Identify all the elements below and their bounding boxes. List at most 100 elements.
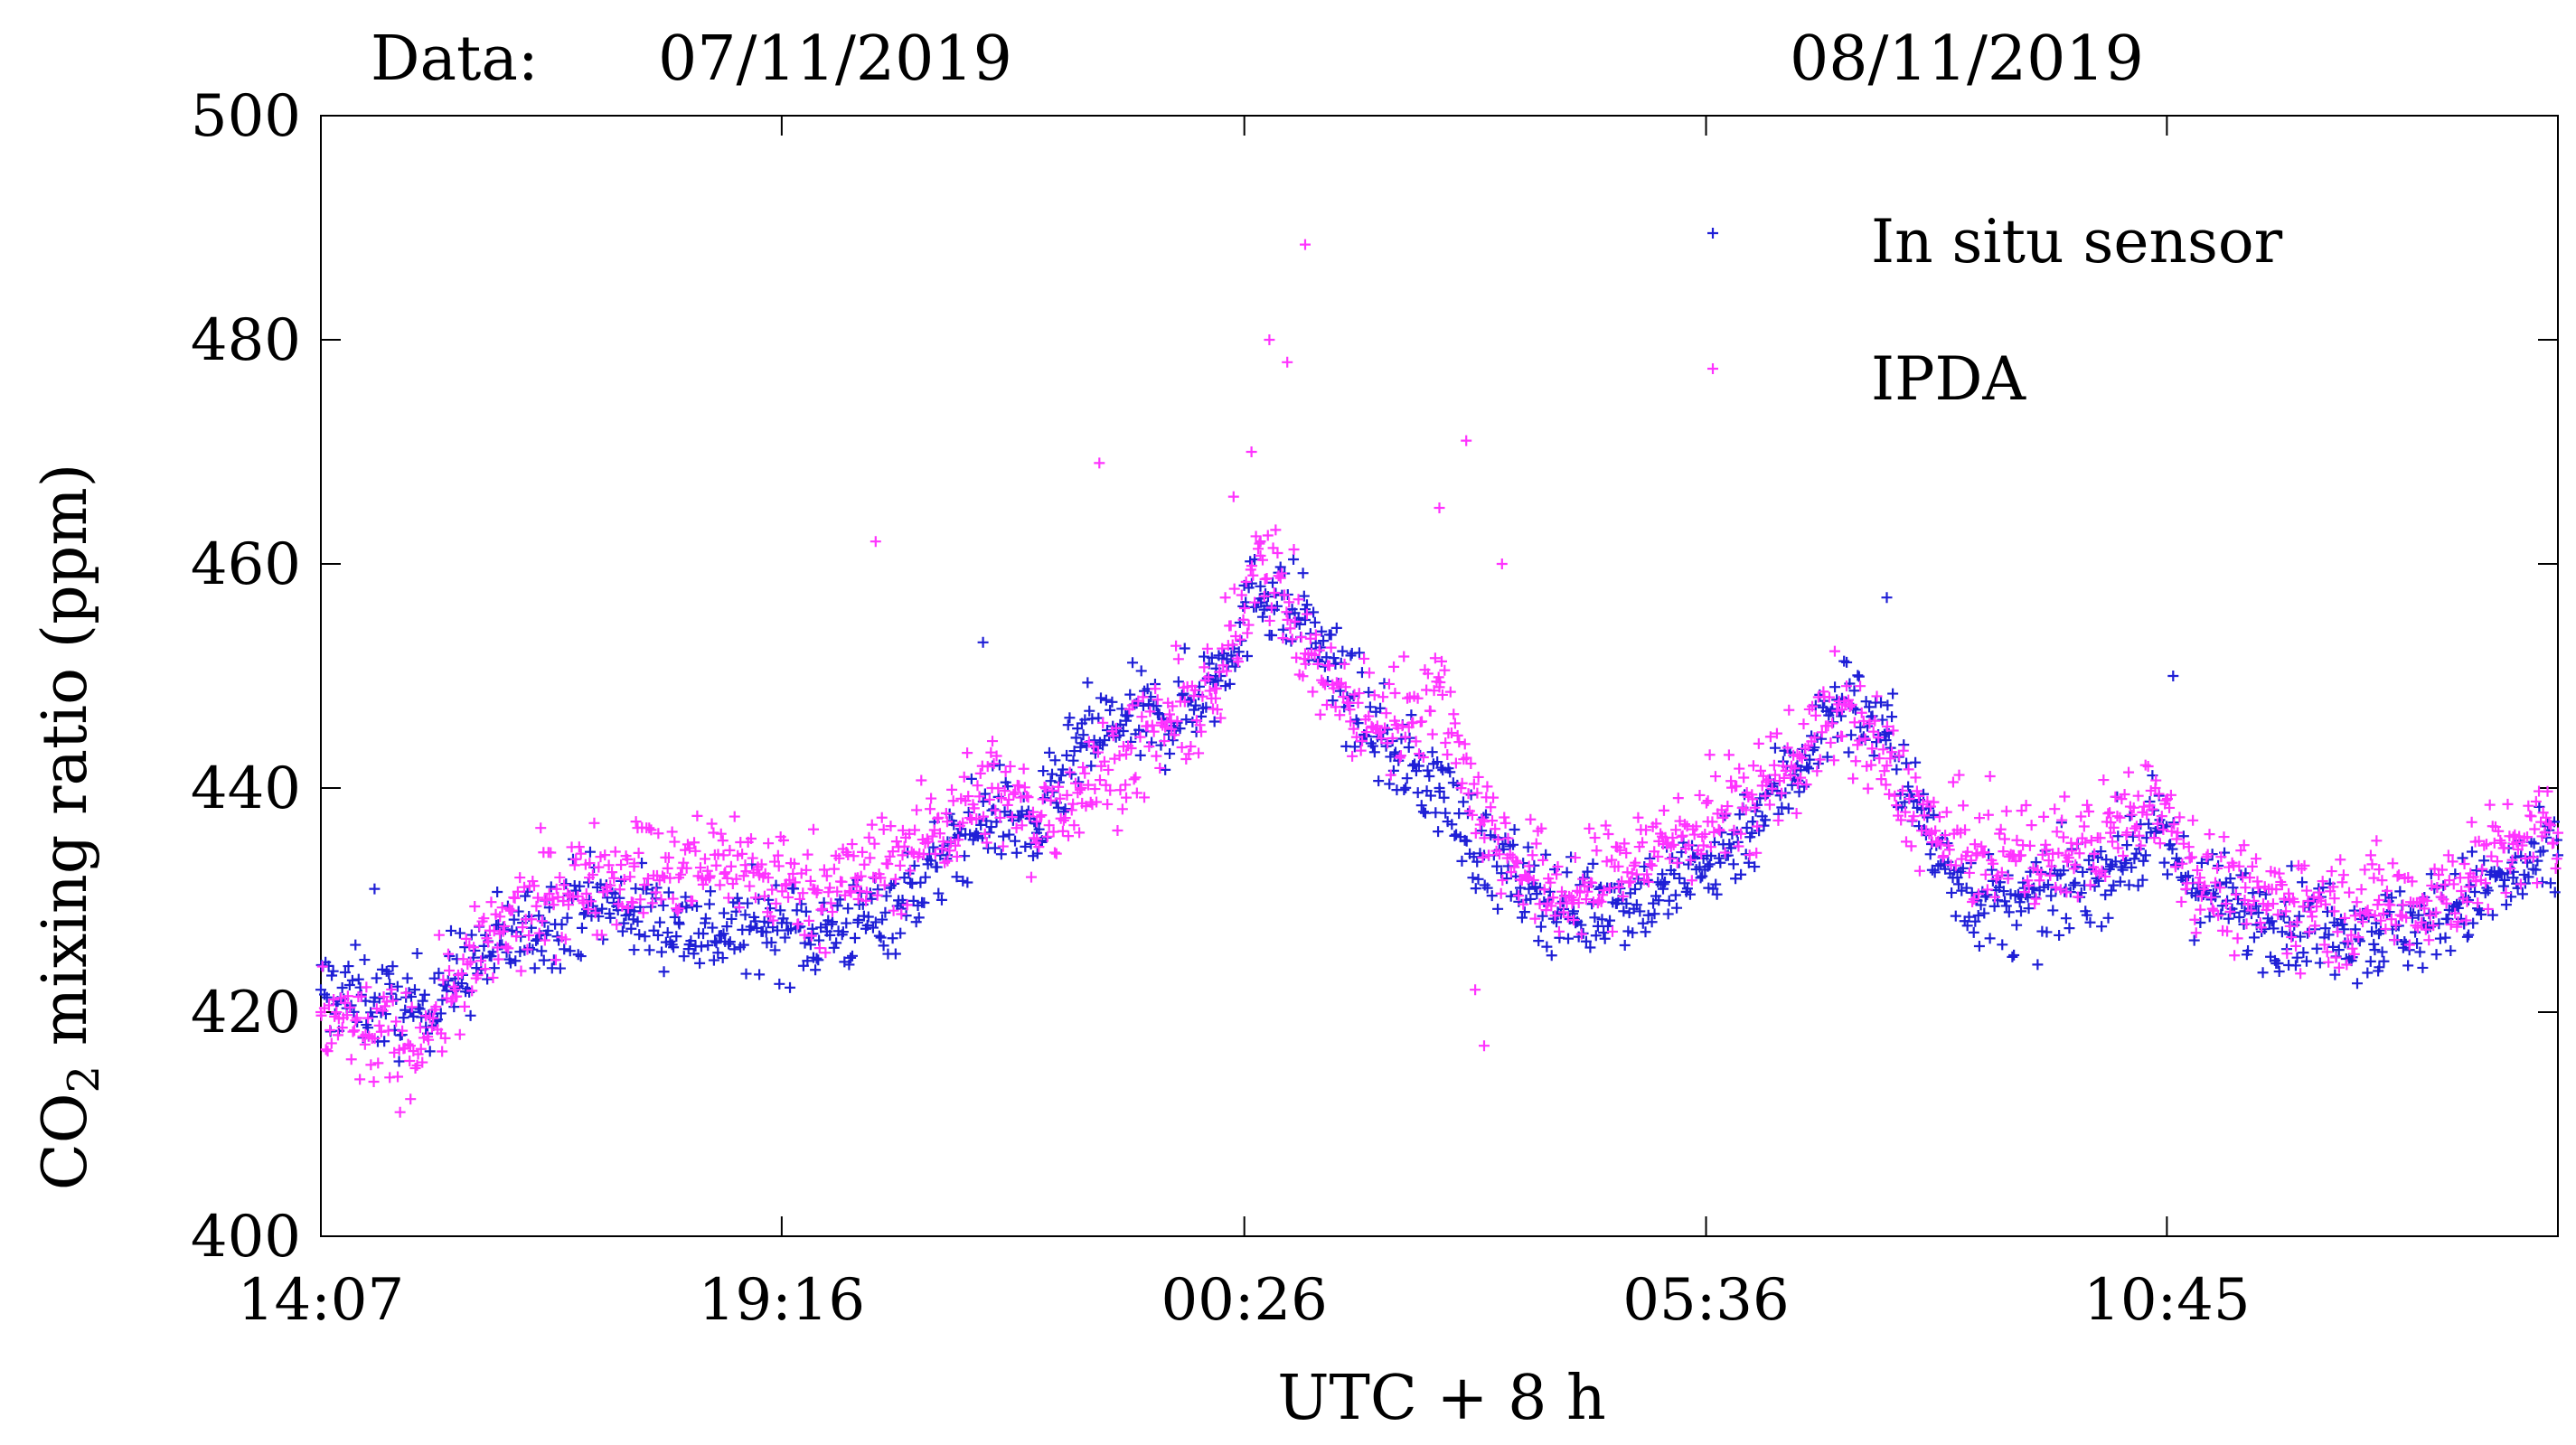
ipda-point: [2495, 834, 2506, 846]
ipda-point: [1355, 745, 1367, 756]
in-situ-point: [1669, 889, 1681, 901]
in-situ-point: [915, 877, 926, 888]
ipda-point: [1697, 840, 1709, 851]
ipda-point: [1258, 590, 1270, 602]
ipda-point: [2071, 838, 2082, 849]
ipda-point: [1617, 890, 1629, 902]
ipda-point: [1791, 748, 1803, 760]
ipda-point: [1353, 688, 1365, 699]
ipda-point: [1456, 777, 1468, 789]
in-situ-point: [605, 912, 616, 924]
ipda-point: [1859, 733, 1871, 745]
ipda-point: [1753, 737, 1764, 749]
ipda-point: [2050, 881, 2062, 893]
ipda-point: [1193, 747, 1205, 759]
ipda-point: [1471, 787, 1483, 799]
ipda-point: [545, 847, 557, 859]
ipda-point: [2308, 891, 2319, 903]
ipda-point: [2218, 831, 2230, 843]
in-situ-point: [1621, 897, 1632, 909]
in-situ-point: [1206, 652, 1217, 663]
y-tick-label: 460: [191, 531, 301, 598]
in-situ-point: [2440, 932, 2451, 943]
in-situ-point: [1456, 855, 1468, 867]
ipda-point: [942, 855, 954, 867]
in-situ-point: [2482, 885, 2494, 896]
ipda-point: [1452, 729, 1463, 741]
ipda-point: [404, 1056, 416, 1066]
ipda-point: [2417, 893, 2429, 905]
in-situ-point: [1364, 701, 1376, 713]
ipda-point: [2070, 859, 2082, 870]
in-situ-point: [2129, 853, 2140, 865]
ipda-point: [2342, 935, 2354, 947]
ipda-point: [1159, 736, 1170, 747]
ipda-point: [1074, 827, 1086, 839]
ipda-point: [1121, 748, 1132, 760]
ipda-point: [2138, 801, 2149, 812]
in-situ-point: [1384, 778, 1396, 790]
ipda-point: [653, 828, 664, 840]
ipda-point: [983, 793, 995, 805]
in-situ-point: [775, 905, 786, 916]
ipda-point: [2141, 809, 2153, 821]
in-situ-point: [1298, 590, 1310, 602]
ipda-point: [1240, 576, 1252, 587]
in-situ-point: [1172, 676, 1184, 688]
ipda-point: [1606, 925, 1618, 937]
ipda-point: [1310, 629, 1321, 641]
in-situ-point: [1025, 838, 1037, 849]
ipda-point: [2181, 877, 2193, 889]
ipda-point: [1288, 544, 1300, 556]
in-situ-point: [870, 916, 881, 928]
ipda-point: [1067, 798, 1079, 810]
ipda-point: [1958, 800, 1970, 812]
in-situ-point: [1887, 688, 1899, 699]
in-situ-point: [925, 855, 936, 867]
ipda-point: [906, 846, 917, 858]
ipda-point: [1468, 778, 1480, 790]
ipda-point: [512, 886, 523, 897]
ipda-point: [1089, 783, 1101, 795]
ipda-point: [1154, 762, 1166, 774]
in-situ-point: [1972, 909, 1984, 921]
ipda-point: [715, 828, 727, 840]
in-situ-point: [1308, 606, 1320, 618]
ipda-point: [2000, 805, 2012, 817]
in-situ-point: [658, 966, 670, 978]
ipda-point: [1998, 846, 2009, 858]
ipda-point: [1143, 741, 1155, 753]
ipda-point: [469, 901, 481, 913]
ipda-point: [1969, 839, 1980, 850]
ipda-point: [1297, 671, 1309, 682]
ipda-point: [1874, 753, 1885, 765]
ipda-point: [1500, 817, 1511, 829]
ipda-point: [475, 955, 487, 967]
ipda-point: [1340, 681, 1351, 693]
ipda-point: [1970, 849, 1982, 861]
in-situ-point: [529, 962, 541, 974]
ipda-point: [928, 824, 940, 836]
ipda-point: [1979, 868, 1991, 880]
ipda-point: [515, 965, 527, 977]
ipda-point: [1996, 867, 2007, 878]
ipda-point: [2428, 920, 2440, 932]
in-situ-point: [1208, 676, 1219, 688]
in-situ-point: [401, 972, 413, 984]
ipda-point: [926, 793, 937, 804]
in-situ-point: [1318, 635, 1330, 647]
in-situ-point: [2430, 949, 2442, 961]
ipda-point: [1497, 875, 1509, 887]
ipda-point: [506, 905, 518, 916]
in-situ-point: [1328, 652, 1340, 664]
in-situ-point: [2110, 856, 2121, 868]
in-situ-point: [1516, 912, 1528, 924]
ipda-point: [1363, 710, 1375, 722]
x-tick-label: 05:36: [1622, 1267, 1789, 1334]
ipda-point: [897, 849, 908, 861]
in-situ-point: [1725, 842, 1737, 854]
ipda-point: [1114, 784, 1126, 796]
x-tick-label: 14:07: [238, 1267, 404, 1334]
ipda-point: [1442, 749, 1453, 761]
in-situ-point: [448, 1001, 460, 1013]
